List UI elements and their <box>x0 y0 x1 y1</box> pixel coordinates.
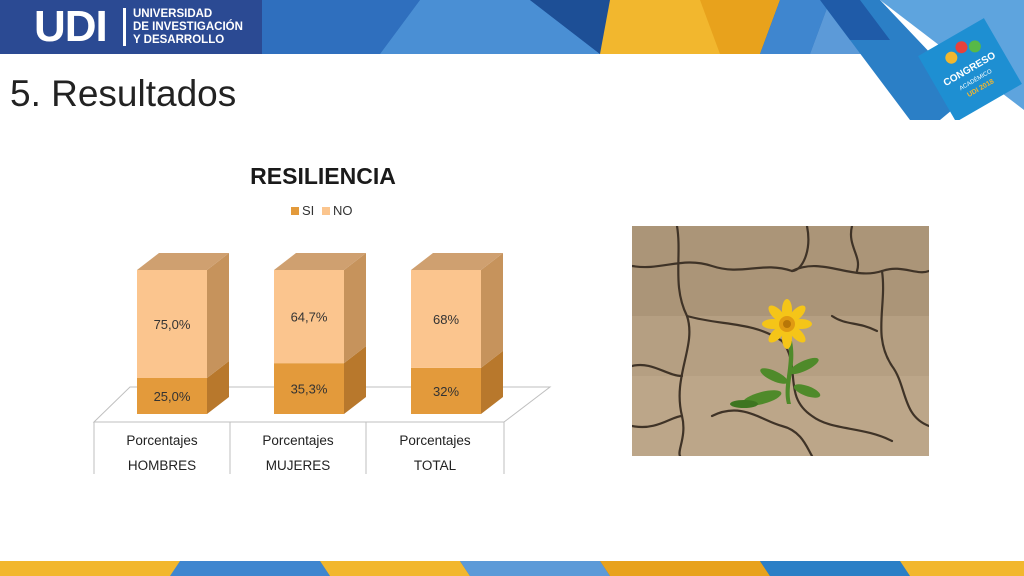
data-label-no-total: 68% <box>433 312 459 327</box>
category-label-mujeres-line2: MUJERES <box>266 458 331 473</box>
bar-si-side-hombres <box>207 361 229 414</box>
bar-si-side-mujeres <box>344 346 366 414</box>
category-label-mujeres-line1: Porcentajes <box>262 433 334 448</box>
bar-no-mujeres <box>274 270 344 364</box>
bar-si-mujeres <box>274 363 344 414</box>
flower-in-cracked-soil-photo <box>632 226 929 456</box>
data-label-si-mujeres: 35,3% <box>291 382 328 397</box>
legend-swatch-si <box>291 207 299 215</box>
bar-top-hombres <box>137 253 229 270</box>
bar-no-side-hombres <box>207 253 229 378</box>
bar-top-mujeres <box>274 253 366 270</box>
category-label-hombres-line2: HOMBRES <box>128 458 196 473</box>
chart-legend: SI NO <box>291 203 353 218</box>
bottom-pattern <box>0 561 1024 576</box>
bar-top-total <box>411 253 503 270</box>
category-label-hombres-line1: Porcentajes <box>126 433 198 448</box>
data-label-no-mujeres: 64,7% <box>291 310 328 325</box>
congress-corner-decoration: CONGRESO ACADÉMICO UDI 2018 <box>820 0 1024 122</box>
category-label-total-line2: TOTAL <box>414 458 457 473</box>
legend-label-si: SI <box>302 203 314 218</box>
bottom-decoration-strip <box>0 561 1024 576</box>
page-title: 5. Resultados <box>10 73 237 114</box>
chart-category-labels: Porcentajes HOMBRES Porcentajes MUJERES Porc… <box>126 433 471 473</box>
org-name-line-3: Y DESARROLLO <box>133 34 225 46</box>
org-name-line-2: DE INVESTIGACIÓN <box>133 21 243 33</box>
data-label-no-hombres: 75,0% <box>154 317 191 332</box>
bar-no-side-mujeres <box>344 253 366 364</box>
bar-si-side-total <box>481 350 503 414</box>
resiliencia-chart: RESILIENCIA SI NO 25,0% 75,0% 35,3% 64,7% 32… <box>92 163 552 474</box>
bar-si-total <box>411 367 481 414</box>
corner-pattern: CONGRESO ACADÉMICO UDI 2018 <box>820 0 1024 122</box>
logo-divider <box>123 8 126 46</box>
chart-title: RESILIENCIA <box>250 163 396 189</box>
bar-no-hombres <box>137 270 207 378</box>
legend-label-no: NO <box>333 203 353 218</box>
chart-bars: 25,0% 75,0% 35,3% 64,7% 32% 68% <box>137 253 503 414</box>
data-label-si-total: 32% <box>433 384 459 399</box>
bar-no-side-total <box>481 253 503 368</box>
org-name-line-1: UNIVERSIDAD <box>133 8 213 20</box>
bar-si-hombres <box>137 378 207 414</box>
udi-logo-mark: UDI <box>34 2 108 51</box>
bar-no-total <box>411 270 481 368</box>
legend-swatch-no <box>322 207 330 215</box>
category-label-total-line1: Porcentajes <box>399 433 471 448</box>
congress-badge: CONGRESO ACADÉMICO UDI 2018 <box>918 18 1022 122</box>
data-label-si-hombres: 25,0% <box>154 389 191 404</box>
logo-box: UDI UNIVERSIDAD DE INVESTIGACIÓN Y DESAR… <box>0 0 262 54</box>
